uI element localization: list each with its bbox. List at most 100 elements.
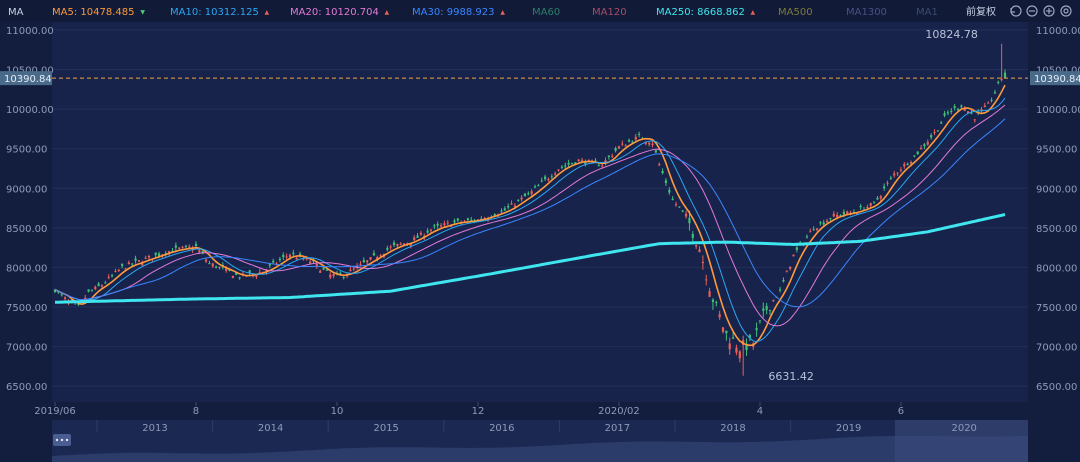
candle-body: [889, 177, 892, 179]
candle-body: [879, 196, 882, 199]
legend-item[interactable]: MA10: 10312.125: [170, 7, 259, 18]
legend-item[interactable]: MA250: 8668.862: [656, 7, 745, 18]
candle-body: [809, 231, 812, 233]
candle-body: [171, 250, 174, 252]
candle-body: [372, 253, 376, 256]
candle-body: [903, 164, 906, 167]
candle-body: [983, 105, 986, 107]
candle-body: [295, 257, 298, 260]
y-axis-left: 11000.00 10500.00 10000.00 9500.00 9000.00 85…: [6, 26, 54, 393]
y-tick-label: 8000.00: [6, 263, 47, 274]
candle-body: [567, 162, 570, 165]
candle-body: [604, 160, 607, 163]
candle-body: [154, 252, 157, 255]
candle-body: [211, 263, 214, 267]
candle-body: [805, 236, 809, 238]
moving-average-lines: [54, 84, 1006, 347]
legend-item[interactable]: MA5: 10478.485: [52, 7, 134, 18]
navigator-year-label: 2018: [720, 423, 745, 434]
x-tick-label: 10: [331, 406, 344, 417]
legend-item[interactable]: MA120: [592, 7, 627, 18]
ma-line-ma30: [54, 118, 1006, 308]
current-price-line: 10390.84 10390.84: [0, 71, 1080, 86]
legend-item[interactable]: MA30: 9988.923: [412, 7, 494, 18]
trend-arrow-icon: ▼: [140, 9, 145, 16]
candle-body: [87, 289, 90, 292]
x-tick-label: 2019/06: [34, 406, 76, 417]
candle-body: [53, 289, 57, 293]
candle-body: [758, 320, 762, 322]
candle-body: [114, 270, 117, 272]
candle-body: [997, 81, 1000, 83]
low-annotation: 6631.42: [768, 370, 814, 383]
candle-body: [597, 165, 600, 167]
candle-body: [930, 135, 933, 138]
legend-item[interactable]: MA500: [778, 7, 813, 18]
candle-body: [812, 229, 815, 231]
candle-body: [570, 162, 574, 164]
y-tick-label: 9000.00: [1036, 184, 1077, 195]
candle-body: [899, 169, 903, 171]
navigator-years: 2013 2014 2015 2016 2017 2018 2019 2020: [96, 420, 977, 434]
candle-body: [822, 222, 825, 225]
candle-body: [789, 266, 792, 269]
legend-item[interactable]: MA60: [532, 7, 560, 18]
settings-icon[interactable]: [1060, 5, 1072, 17]
zoom-in-icon[interactable]: [1043, 5, 1055, 17]
candle-body: [987, 102, 990, 104]
candle-body: [63, 297, 67, 299]
candle-body: [580, 159, 584, 161]
candle-body: [869, 203, 872, 206]
candle-body: [302, 258, 305, 260]
adjust-button[interactable]: 前复权: [966, 5, 996, 18]
candle-body: [104, 282, 107, 284]
candle-body: [386, 248, 389, 250]
candle-body: [456, 218, 459, 221]
candle-body: [684, 213, 688, 217]
candle-body: [359, 263, 362, 265]
candle-body: [178, 247, 181, 249]
candle-body: [429, 229, 433, 231]
legend-item[interactable]: MA1300: [846, 7, 887, 18]
trend-arrow-icon: ▲: [385, 9, 390, 16]
candle-body: [695, 245, 698, 247]
candle-body: [601, 165, 604, 167]
navigator-year-label: 2015: [373, 423, 398, 434]
candle-body: [617, 146, 621, 149]
zoom-out-icon[interactable]: [1026, 5, 1038, 17]
candle-body: [661, 170, 664, 174]
ma-line-ma5: [54, 84, 1006, 347]
undo-icon[interactable]: [1010, 5, 1022, 17]
price-tag-right-text: 10390.84: [1034, 74, 1080, 85]
candle-body: [433, 225, 436, 227]
candle-body: [557, 169, 560, 171]
candle-body: [896, 172, 899, 174]
candle-body: [792, 254, 795, 257]
grid: [52, 29, 1028, 387]
candle-body: [403, 243, 406, 246]
candle-body: [688, 217, 691, 224]
navigator-selection[interactable]: [895, 420, 1028, 462]
candle-body: [906, 163, 909, 165]
candle-body: [923, 144, 926, 147]
navigator-handle[interactable]: [53, 434, 71, 446]
candle-body: [735, 347, 738, 353]
candle-body: [278, 258, 282, 261]
candle-body: [298, 253, 302, 256]
candle-body: [1003, 72, 1007, 79]
candle-body: [110, 275, 114, 277]
price-tag-left-text: 10390.84: [4, 74, 52, 85]
candle-body: [916, 151, 919, 155]
candle-body: [671, 198, 674, 200]
candle-body: [554, 173, 557, 175]
legend-item[interactable]: MA20: 10120.704: [290, 7, 379, 18]
candle-body: [507, 206, 510, 208]
indicator-label[interactable]: MA: [8, 7, 24, 18]
legend-item[interactable]: MA1: [916, 7, 938, 18]
candle-body: [389, 246, 392, 248]
candle-body: [245, 275, 248, 277]
candle-body: [725, 330, 728, 334]
candle-body: [970, 112, 973, 114]
candle-body: [288, 254, 292, 258]
